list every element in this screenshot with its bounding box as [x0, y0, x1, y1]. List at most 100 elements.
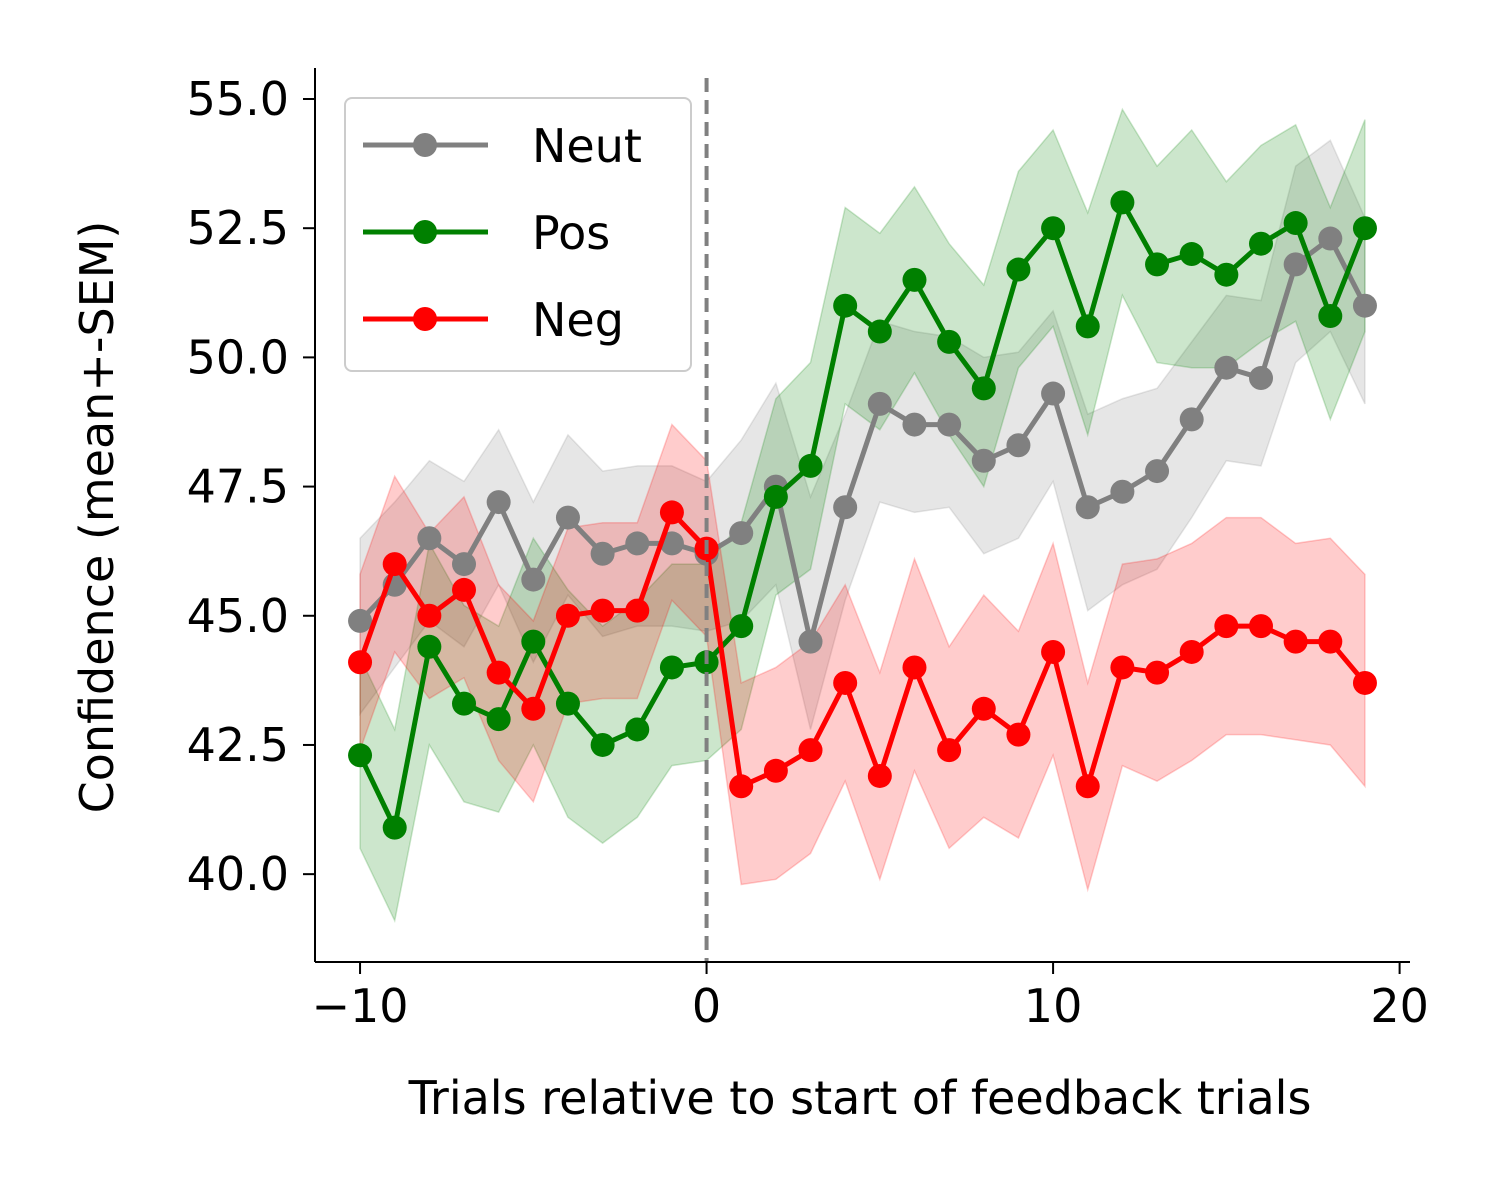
x-tick-label: 0	[692, 979, 721, 1033]
data-point-pos	[1248, 231, 1273, 256]
data-point-pos	[348, 743, 373, 768]
x-axis-label: Trials relative to start of feedback tri…	[408, 1071, 1312, 1125]
data-point-neg	[1075, 774, 1100, 799]
legend-swatch-marker	[413, 220, 437, 244]
y-tick-label: 45.0	[187, 589, 289, 643]
data-point-neut	[1145, 459, 1170, 484]
data-point-pos	[833, 293, 858, 318]
data-point-pos	[1283, 211, 1308, 236]
data-point-neut	[902, 412, 927, 437]
data-point-neg	[1352, 670, 1377, 695]
legend-frame	[344, 97, 692, 372]
data-point-neut	[486, 490, 511, 515]
data-point-neut	[1283, 252, 1308, 277]
data-point-pos	[382, 815, 407, 840]
data-point-neut	[1214, 355, 1239, 380]
data-point-neut	[1318, 226, 1343, 251]
data-point-neut	[729, 521, 754, 546]
data-point-neut	[590, 541, 615, 566]
data-point-pos	[902, 267, 927, 292]
data-point-pos	[729, 614, 754, 639]
data-point-neg	[902, 655, 927, 680]
y-axis-label: Confidence (mean+-SEM)	[70, 221, 124, 814]
data-point-neg	[382, 552, 407, 577]
data-point-neg	[1110, 655, 1135, 680]
x-tick-label: −10	[312, 979, 409, 1033]
data-point-neut	[1352, 293, 1377, 318]
y-tick-label: 47.5	[187, 460, 289, 514]
y-tick-label: 50.0	[187, 330, 289, 384]
data-point-neg	[971, 696, 996, 721]
data-point-pos	[417, 634, 442, 659]
data-point-neg	[1145, 660, 1170, 685]
data-point-neut	[1006, 433, 1031, 458]
data-point-pos	[1318, 304, 1343, 329]
data-point-pos	[1006, 257, 1031, 282]
data-point-neg	[521, 696, 546, 721]
sem-bands	[359, 107, 1366, 924]
data-point-neg	[937, 738, 962, 763]
data-point-neg	[833, 670, 858, 695]
data-point-neut	[1075, 495, 1100, 520]
data-point-neut	[555, 505, 580, 530]
data-point-neg	[729, 774, 754, 799]
data-point-pos	[486, 707, 511, 732]
legend: Neut Pos Neg	[344, 97, 692, 372]
data-point-neut	[1041, 381, 1066, 406]
data-point-neg	[417, 603, 442, 628]
data-point-neg	[1179, 639, 1204, 664]
legend-swatch-marker	[413, 307, 437, 331]
data-point-neg	[1318, 629, 1343, 654]
data-point-neut	[1248, 366, 1273, 391]
data-point-neut	[1179, 407, 1204, 432]
data-point-neg	[1214, 614, 1239, 639]
data-point-neut	[867, 391, 892, 416]
data-point-neut	[625, 531, 650, 556]
data-point-pos	[1041, 216, 1066, 241]
data-point-pos	[1145, 252, 1170, 277]
x-tick-label: 20	[1370, 979, 1429, 1033]
data-point-neut	[417, 526, 442, 551]
x-ticks: −10 0 10 20	[312, 962, 1429, 1033]
legend-label-neg: Neg	[532, 293, 624, 347]
data-point-neut	[833, 495, 858, 520]
data-point-neut	[521, 567, 546, 592]
data-point-pos	[521, 629, 546, 654]
data-point-neg	[486, 660, 511, 685]
data-point-pos	[1075, 314, 1100, 339]
y-tick-label: 40.0	[187, 847, 289, 901]
legend-swatch-marker	[413, 133, 437, 157]
data-point-neg	[1283, 629, 1308, 654]
legend-label-pos: Pos	[532, 206, 610, 260]
data-point-neg	[348, 650, 373, 675]
data-point-pos	[659, 655, 684, 680]
data-point-neut	[659, 531, 684, 556]
y-tick-label: 42.5	[187, 718, 289, 772]
legend-label-neut: Neut	[532, 119, 642, 173]
data-point-neut	[798, 629, 823, 654]
data-point-neg	[625, 598, 650, 623]
data-point-pos	[590, 732, 615, 757]
data-point-pos	[1110, 190, 1135, 215]
y-ticks: 40.0 42.5 45.0 47.5 50.0 52.5 55.0	[187, 72, 315, 901]
data-point-neg	[590, 598, 615, 623]
data-point-neg	[1248, 614, 1273, 639]
y-tick-label: 52.5	[187, 201, 289, 255]
data-point-neg	[452, 577, 477, 602]
data-point-neg	[867, 763, 892, 788]
data-point-pos	[798, 453, 823, 478]
data-point-pos	[555, 691, 580, 716]
data-point-pos	[1352, 216, 1377, 241]
data-point-pos	[763, 484, 788, 509]
data-point-pos	[1179, 242, 1204, 267]
data-point-pos	[867, 319, 892, 344]
data-point-neut	[1110, 479, 1135, 504]
data-point-neg	[798, 738, 823, 763]
data-point-neg	[1006, 722, 1031, 747]
data-point-pos	[625, 717, 650, 742]
data-point-neg	[555, 603, 580, 628]
y-tick-label: 55.0	[187, 72, 289, 126]
data-point-neut	[452, 552, 477, 577]
x-tick-label: 10	[1024, 979, 1083, 1033]
